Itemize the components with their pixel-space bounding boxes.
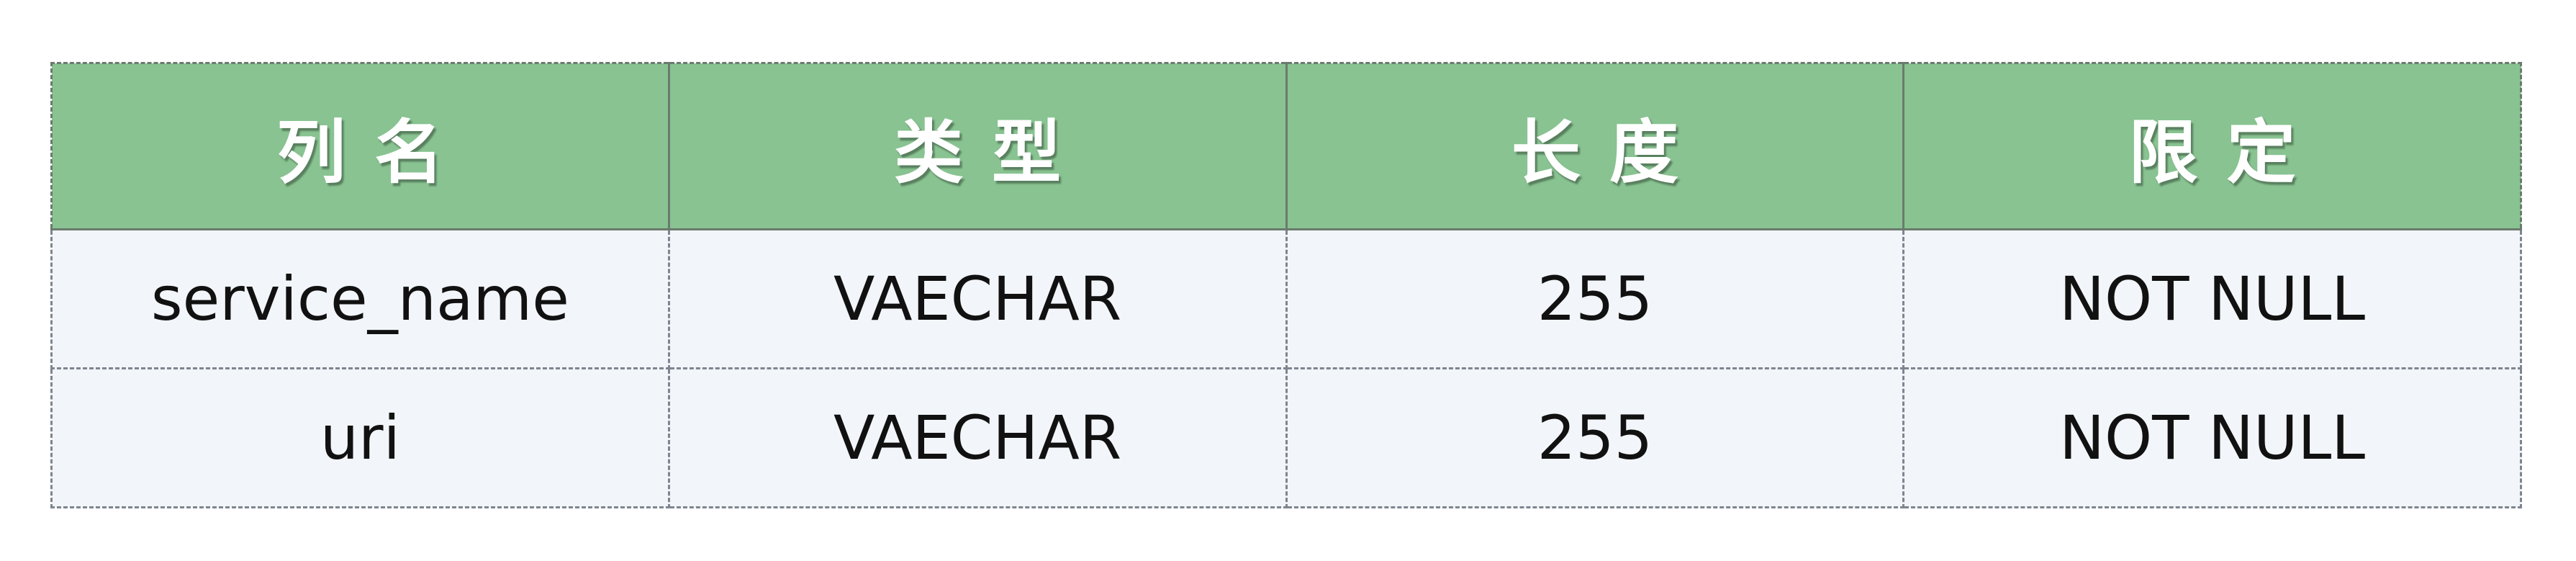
header-constraint: 限定: [1902, 62, 2522, 230]
table-row: uri VAECHAR 255 NOT NULL: [50, 367, 2522, 508]
table-body: service_name VAECHAR 255 NOT NULL uri VA…: [50, 228, 2522, 508]
cell-length: 255: [1285, 367, 1905, 508]
cell-constraint: NOT NULL: [1902, 367, 2522, 508]
schema-table-container: 列名 类型 长度 限定 service_name VAECHAR 255 NOT…: [50, 62, 2522, 508]
cell-type: VAECHAR: [667, 367, 1288, 508]
header-column-name: 列名: [50, 62, 670, 230]
table-row: service_name VAECHAR 255 NOT NULL: [50, 228, 2522, 369]
cell-type: VAECHAR: [667, 228, 1288, 369]
header-length: 长度: [1285, 62, 1905, 230]
header-row: 列名 类型 长度 限定: [50, 62, 2522, 230]
table-header: 列名 类型 长度 限定: [50, 62, 2522, 230]
header-type: 类型: [667, 62, 1288, 230]
schema-table: 列名 类型 长度 限定 service_name VAECHAR 255 NOT…: [50, 62, 2522, 508]
cell-constraint: NOT NULL: [1902, 228, 2522, 369]
cell-column-name: service_name: [50, 228, 670, 369]
cell-column-name: uri: [50, 367, 670, 508]
cell-length: 255: [1285, 228, 1905, 369]
